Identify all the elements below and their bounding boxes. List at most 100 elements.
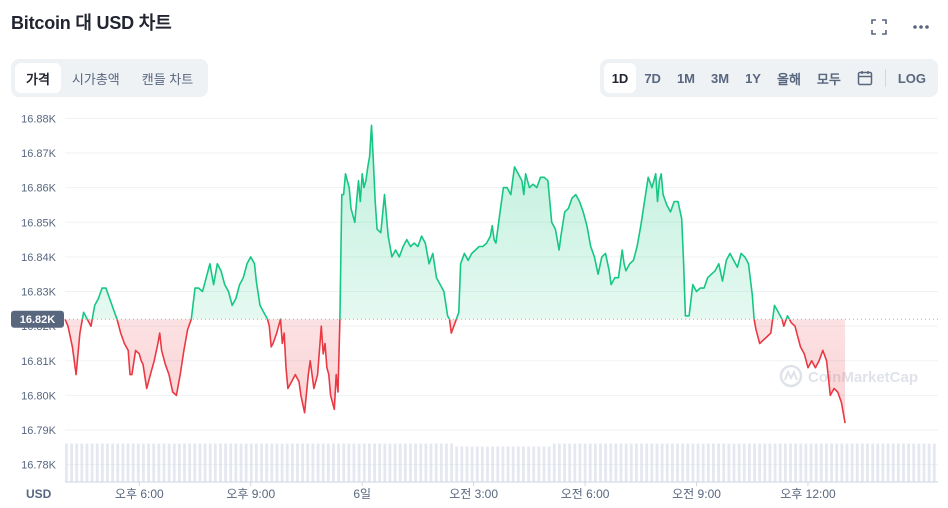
volume-bar bbox=[260, 444, 263, 482]
volume-bar bbox=[681, 444, 684, 482]
volume-bar bbox=[604, 444, 607, 482]
volume-bar bbox=[132, 444, 135, 482]
volume-bar bbox=[758, 444, 761, 482]
volume-bar bbox=[537, 447, 540, 482]
volume-bar bbox=[270, 444, 273, 482]
volume-bar bbox=[794, 444, 797, 482]
volume-bar bbox=[445, 444, 448, 482]
volume-bar bbox=[322, 444, 325, 482]
volume-bar bbox=[96, 444, 99, 482]
volume-bar bbox=[789, 444, 792, 482]
volume-bar bbox=[707, 444, 710, 482]
volume-bar bbox=[804, 444, 807, 482]
volume-bar bbox=[199, 444, 202, 482]
volume-bar bbox=[599, 444, 602, 482]
volume-bar bbox=[558, 444, 561, 482]
volume-bar bbox=[127, 444, 130, 482]
volume-bar bbox=[779, 444, 782, 482]
x-tick-label: 오후 12:00 bbox=[780, 487, 836, 501]
volume-bar bbox=[368, 444, 371, 482]
volume-bar bbox=[548, 447, 551, 482]
volume-bar bbox=[152, 444, 155, 482]
volume-bar bbox=[851, 444, 854, 482]
volume-bar bbox=[563, 444, 566, 482]
volume-bar bbox=[799, 444, 802, 482]
volume-bar bbox=[106, 444, 109, 482]
volume-bar bbox=[712, 444, 715, 482]
volume-bar bbox=[697, 444, 700, 482]
volume-bar bbox=[80, 444, 83, 482]
volume-bar bbox=[121, 444, 124, 482]
volume-bar bbox=[214, 444, 217, 482]
volume-bar bbox=[584, 444, 587, 482]
volume-bar bbox=[353, 444, 356, 482]
volume-bar bbox=[378, 444, 381, 482]
volume-bar bbox=[522, 447, 525, 482]
volume-bar bbox=[414, 444, 417, 482]
volume-bar bbox=[620, 444, 623, 482]
volume-bar bbox=[435, 444, 438, 482]
volume-bar bbox=[430, 444, 433, 482]
volume-bar bbox=[532, 447, 535, 482]
x-tick-label: 오전 3:00 bbox=[449, 487, 498, 501]
volume-bar bbox=[142, 444, 145, 482]
current-price-badge: 16.82K bbox=[11, 311, 64, 328]
x-tick-label: 오후 6:00 bbox=[115, 487, 164, 501]
volume-bar bbox=[753, 444, 756, 482]
volume-bar bbox=[209, 444, 212, 482]
volume-bar bbox=[394, 444, 397, 482]
volume-bar bbox=[671, 444, 674, 482]
volume-bar bbox=[933, 444, 936, 482]
volume-bar bbox=[769, 444, 772, 482]
volume-bar bbox=[912, 444, 915, 482]
volume-bar bbox=[296, 444, 299, 482]
volume-bar bbox=[311, 444, 314, 482]
volume-bar bbox=[101, 444, 104, 482]
volume-bar bbox=[337, 444, 340, 482]
coinmarketcap-logo-mark bbox=[785, 372, 797, 380]
volume-bar bbox=[876, 444, 879, 482]
volume-bar bbox=[871, 444, 874, 482]
volume-bar bbox=[666, 444, 669, 482]
volume-bar bbox=[856, 444, 859, 482]
y-tick-label: 16.81K bbox=[21, 356, 57, 368]
y-tick-label: 16.80K bbox=[21, 390, 57, 402]
volume-bar bbox=[815, 444, 818, 482]
y-tick-label: 16.78K bbox=[21, 460, 57, 472]
volume-bar bbox=[481, 447, 484, 482]
volume-bar bbox=[75, 444, 78, 482]
volume-bar bbox=[486, 447, 489, 482]
volume-bar bbox=[517, 447, 520, 482]
volume-bar bbox=[471, 447, 474, 482]
volume-bar bbox=[650, 444, 653, 482]
y-tick-label: 16.83K bbox=[21, 287, 57, 299]
volume-bar bbox=[276, 444, 279, 482]
volume-bar bbox=[907, 444, 910, 482]
volume-bar bbox=[440, 444, 443, 482]
volume-bar bbox=[738, 444, 741, 482]
volume-bar bbox=[173, 444, 176, 482]
volume-bar bbox=[553, 444, 556, 482]
volume-bar bbox=[579, 444, 582, 482]
volume-bar bbox=[866, 444, 869, 482]
volume-bar bbox=[902, 444, 905, 482]
y-tick-label: 16.84K bbox=[21, 252, 57, 264]
volume-bar bbox=[466, 447, 469, 482]
volume-bar bbox=[358, 444, 361, 482]
watermark-text: CoinMarketCap bbox=[808, 369, 918, 386]
volume-bar bbox=[887, 444, 890, 482]
volume-bar bbox=[748, 444, 751, 482]
volume-bar bbox=[882, 444, 885, 482]
volume-bar bbox=[722, 444, 725, 482]
currency-label: USD bbox=[26, 487, 52, 501]
volume-bar bbox=[265, 444, 268, 482]
volume-bar bbox=[332, 444, 335, 482]
volume-bar bbox=[229, 444, 232, 482]
volume-bar bbox=[917, 444, 920, 482]
volume-bar bbox=[630, 444, 633, 482]
volume-bar bbox=[897, 444, 900, 482]
x-tick-label: 6일 bbox=[353, 487, 371, 501]
volume-bar bbox=[404, 444, 407, 482]
volume-bar bbox=[784, 444, 787, 482]
